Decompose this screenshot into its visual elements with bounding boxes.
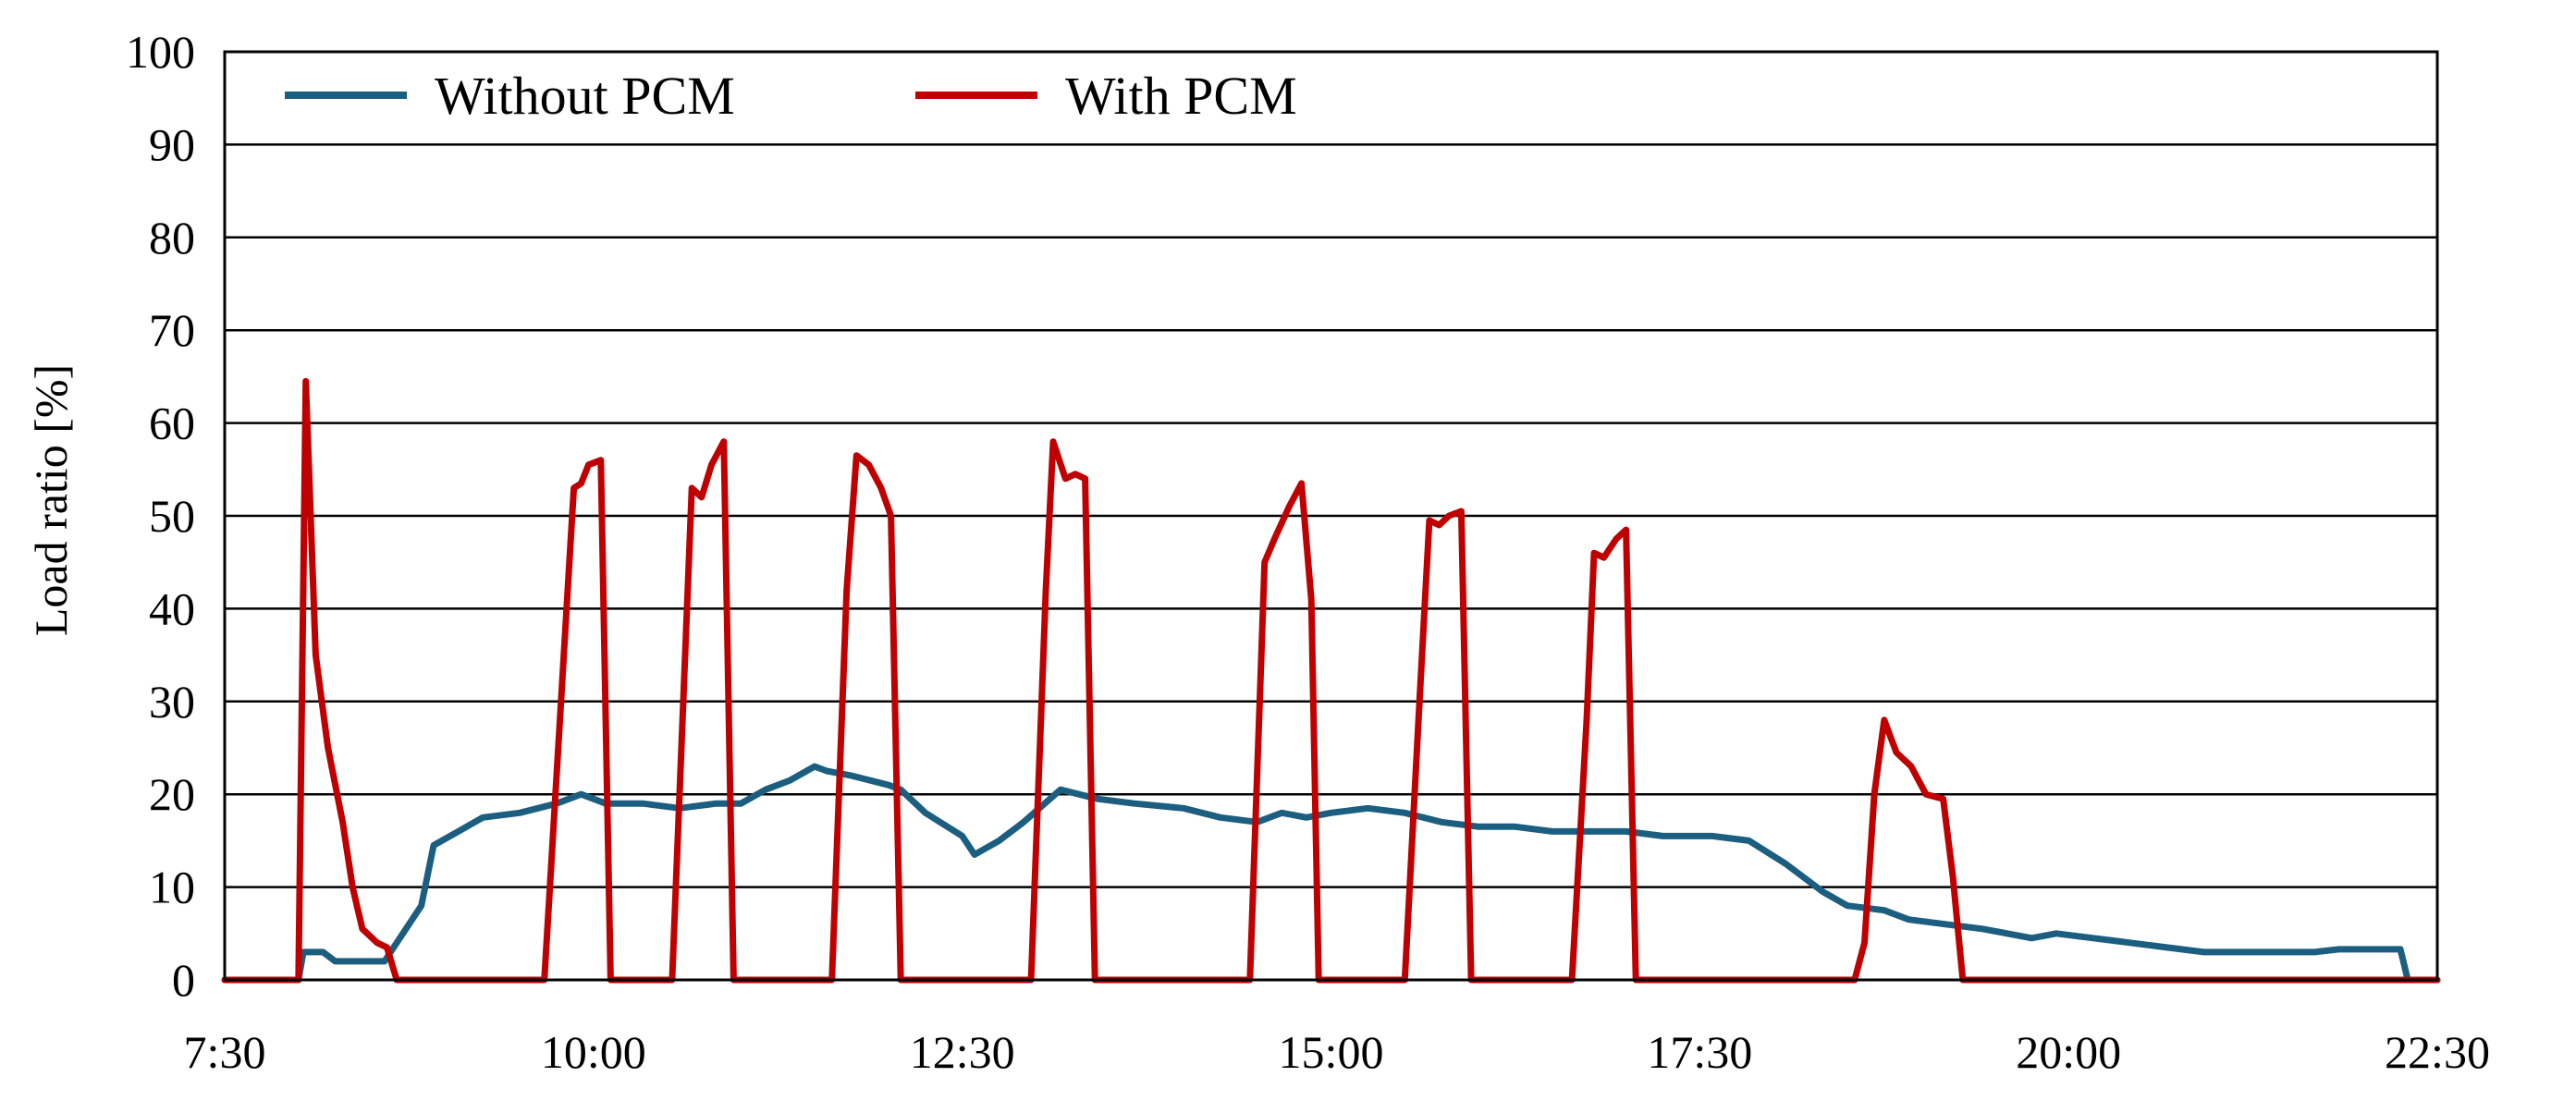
x-tick-label: 22:30 — [2385, 1026, 2490, 1078]
y-tick-label: 0 — [172, 954, 195, 1006]
x-tick-label: 10:00 — [541, 1026, 646, 1078]
plot-frame — [223, 50, 2439, 982]
y-tick-label: 90 — [149, 118, 195, 170]
y-tick-label: 10 — [149, 862, 195, 913]
y-tick-label: 50 — [149, 490, 195, 542]
x-tick-label: 12:30 — [910, 1026, 1015, 1078]
y-tick-label: 20 — [149, 768, 195, 820]
y-tick-label: 80 — [149, 212, 195, 263]
y-axis-ticks: 0 10 20 30 40 50 60 70 80 90 100 — [126, 26, 195, 1006]
series-lines — [221, 377, 2441, 984]
y-tick-label: 40 — [149, 582, 195, 634]
legend-label-with-pcm: With PCM — [1065, 66, 1297, 126]
y-axis-title: Load ratio [%] — [25, 364, 77, 636]
x-tick-label: 17:30 — [1647, 1026, 1752, 1078]
legend-label-without-pcm: Without PCM — [435, 66, 735, 126]
x-tick-label: 15:00 — [1279, 1026, 1384, 1078]
x-tick-label: 7:30 — [184, 1026, 266, 1078]
y-tick-label: 60 — [149, 398, 195, 449]
gridlines — [225, 50, 2437, 982]
x-axis-ticks: 7:30 10:00 12:30 15:00 17:30 20:00 22:30 — [184, 1026, 2490, 1078]
y-tick-label: 70 — [149, 304, 195, 356]
series-line-without-pcm — [221, 763, 2441, 984]
y-tick-label: 30 — [149, 676, 195, 728]
legend: Without PCM With PCM — [285, 66, 1297, 126]
x-tick-label: 20:00 — [2016, 1026, 2121, 1078]
series-line-with-pcm — [221, 377, 2441, 984]
y-tick-label: 100 — [126, 26, 195, 78]
